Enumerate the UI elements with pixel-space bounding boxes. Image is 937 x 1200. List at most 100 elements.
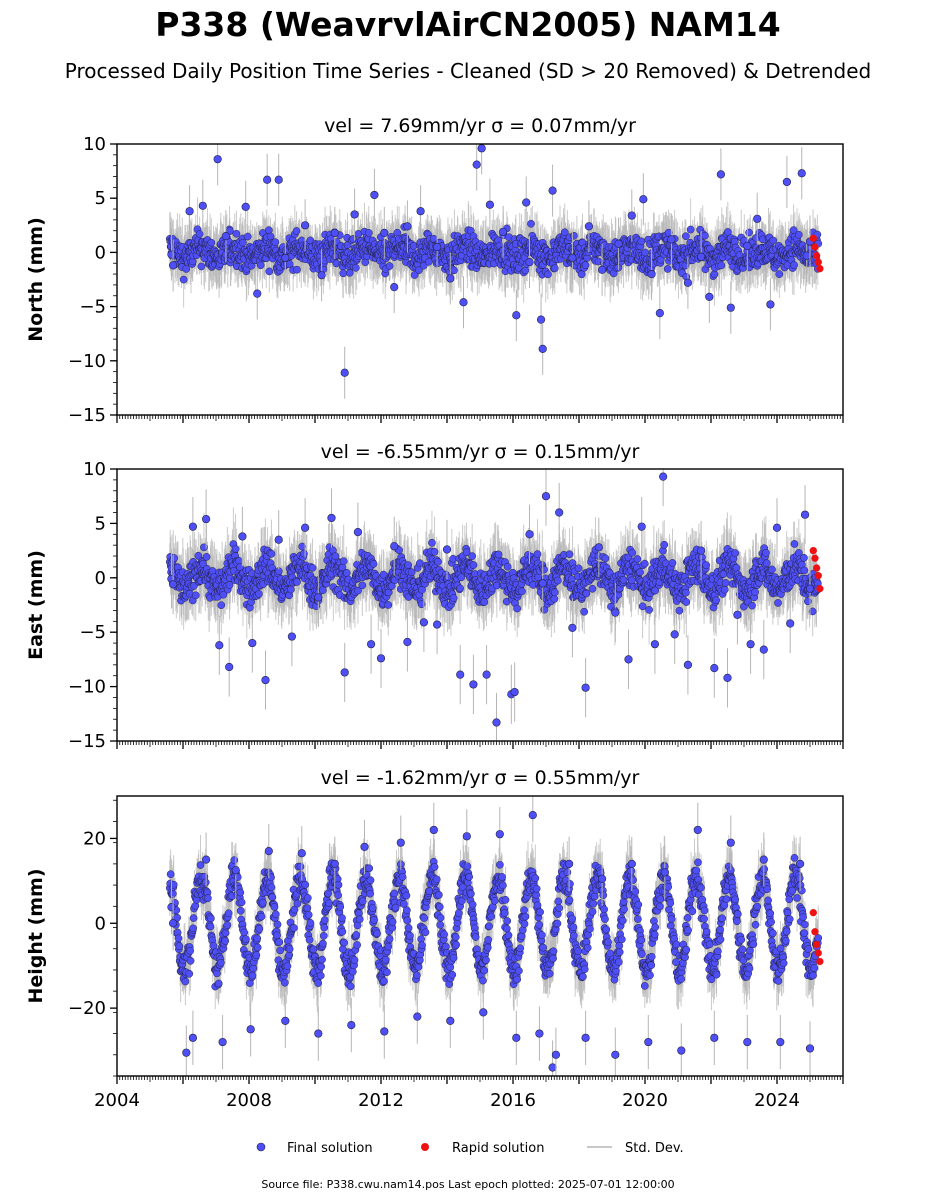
east-plot-area: [165, 469, 824, 741]
north-final-point: [745, 228, 753, 237]
north-final-point: [221, 232, 230, 241]
north-final-point: [167, 250, 176, 259]
north-final-point: [185, 207, 194, 216]
north-final-point: [560, 228, 569, 237]
figure-subtitle: Processed Daily Position Time Series - C…: [65, 59, 871, 83]
north-final-point: [364, 229, 373, 237]
north-rapid-point: [811, 243, 819, 251]
north-ytick-label: −10: [68, 351, 106, 372]
north-final-point: [710, 270, 719, 279]
north-final-point: [343, 241, 352, 249]
north-final-point: [663, 265, 672, 273]
north-final-point: [301, 221, 310, 230]
north-final-point: [637, 237, 646, 246]
north-velocity: vel = 7.69mm/yr: [324, 115, 491, 137]
north-final-point: [182, 265, 191, 273]
north-final-point: [499, 227, 508, 236]
north-final-point: [597, 265, 607, 274]
north-final-point: [512, 311, 521, 320]
north-axes-frame: [116, 143, 844, 416]
north-final-outliers: [167, 144, 815, 399]
north-final-point: [667, 235, 676, 244]
north-final-point: [207, 238, 216, 247]
north-final-point: [548, 186, 557, 195]
north-sigma: σ = 0.07mm/yr: [491, 115, 636, 137]
north-final-point: [241, 202, 250, 211]
north-final-point: [577, 270, 586, 279]
east-final-point: [191, 591, 200, 600]
north-final-point: [664, 228, 673, 237]
north-final-point: [802, 251, 811, 260]
north-final-point: [330, 228, 339, 237]
north-final-point: [351, 263, 360, 272]
north-final-point: [522, 198, 531, 207]
north-final-point: [433, 242, 442, 252]
north-rapid-point: [809, 234, 817, 242]
north-final-point: [683, 278, 693, 287]
north-final-point: [696, 252, 706, 261]
north-final-point: [410, 271, 419, 279]
north-final-point: [293, 265, 301, 274]
north-final-point: [614, 239, 623, 248]
north-final-point: [450, 266, 458, 275]
north-final-point: [743, 241, 752, 250]
north-rapid-point: [814, 258, 822, 266]
north-final-point: [797, 169, 806, 178]
north-final-point: [581, 261, 590, 270]
north-rapid-point: [816, 265, 824, 273]
north-final-point: [195, 230, 204, 238]
north-final-point: [169, 261, 178, 270]
north-ytick-label: 0: [95, 242, 106, 263]
north-final-point: [370, 190, 379, 200]
north-final-point: [390, 282, 399, 292]
north-final-point: [716, 170, 726, 179]
north-ytick-label: 10: [83, 134, 106, 155]
north-final-point: [446, 274, 455, 283]
north-final-point: [568, 253, 577, 262]
north-final-point: [380, 228, 389, 237]
north-final-point: [317, 271, 326, 280]
north-final-point: [179, 275, 188, 284]
north-final-point: [525, 258, 534, 267]
north-final-point: [775, 270, 784, 278]
north-final-point: [569, 231, 578, 240]
north-final-point: [339, 269, 348, 278]
north-final-point: [726, 303, 735, 312]
north-final-point: [265, 267, 274, 276]
north-ylabel: North (mm): [25, 217, 47, 342]
north-rapid-point: [812, 252, 821, 260]
north-final-point: [292, 227, 301, 235]
north-final-point: [403, 222, 412, 231]
north-final-point: [263, 175, 272, 184]
panels: 10 5 0 −5 −10 −15 vel = 7.69mm/yr σ = 0.07mm/y…: [25, 115, 844, 1111]
north-final-point: [584, 222, 594, 231]
north-final-point: [232, 229, 241, 238]
north-final-point: [794, 230, 803, 239]
north-final-point: [415, 266, 423, 274]
north-final-point: [766, 300, 775, 309]
north-final-point: [385, 262, 394, 270]
north-final-point: [477, 144, 486, 153]
north-final-point: [472, 160, 481, 169]
north-final-point: [416, 207, 425, 216]
north-final-point: [639, 195, 648, 204]
north-ytick-label: 5: [95, 188, 106, 209]
north-final-point: [281, 253, 290, 262]
figure-title: P338 (WeavrvlAirCN2005) NAM14: [155, 5, 780, 44]
north-final-point: [753, 214, 762, 223]
north-final-point: [717, 261, 726, 270]
north-final-point: [197, 262, 206, 271]
north-final-point: [536, 315, 546, 324]
north-final-point: [239, 238, 247, 247]
north-final-point: [213, 155, 222, 164]
north-final-point: [682, 232, 690, 241]
north-ytick-label: −5: [79, 297, 106, 318]
north-final-point: [256, 261, 265, 270]
north-final-point: [198, 201, 207, 210]
north-final-point: [527, 219, 535, 228]
north-final-point: [627, 211, 636, 220]
north-final-point: [538, 344, 547, 353]
north-ytick-label: −15: [68, 405, 106, 426]
